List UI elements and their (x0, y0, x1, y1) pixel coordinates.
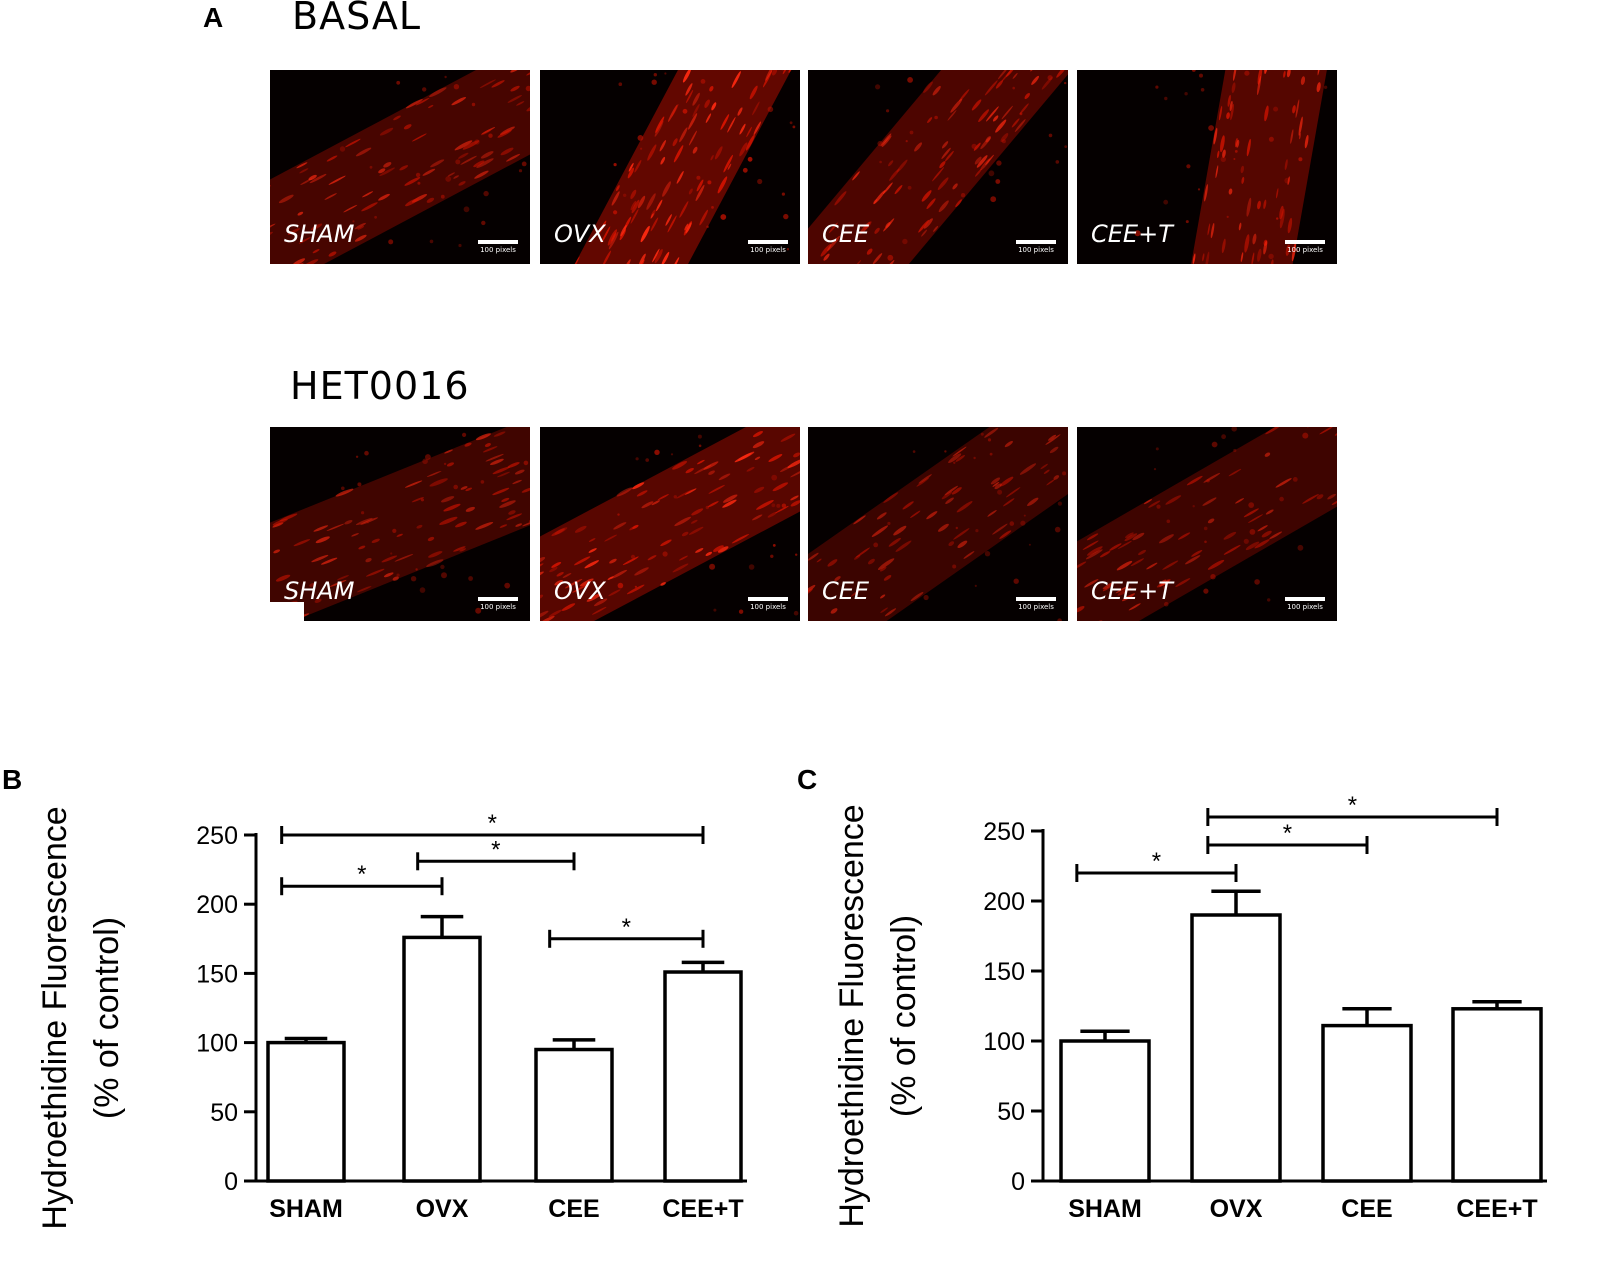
fluorescence-texture (270, 70, 530, 264)
y-tick-label: 100 (983, 1028, 1025, 1056)
scale-bar: 100 pixels (1016, 597, 1056, 611)
micrograph-label: CEE (822, 577, 870, 605)
scale-bar-line (478, 597, 518, 601)
scale-bar: 100 pixels (748, 597, 788, 611)
y-tick-label: 0 (224, 1168, 238, 1196)
micrograph-label: CEE (822, 220, 870, 248)
fluorescence-texture (270, 427, 530, 621)
scale-bar-line (1285, 597, 1325, 601)
fluorescence-texture (808, 70, 1068, 264)
bar (402, 935, 482, 1183)
fluorescence-texture (1077, 427, 1337, 621)
scale-bar-text: 100 pixels (1287, 246, 1323, 254)
category-label: SHAM (269, 1195, 343, 1223)
y-tick-label: 200 (983, 888, 1025, 916)
y-axis-label: Hydroethidine Fluorescence (36, 806, 74, 1229)
fluorescence-texture (808, 427, 1068, 621)
scale-bar-text: 100 pixels (750, 246, 786, 254)
y-tick-label: 250 (983, 818, 1025, 846)
row-title-het0016: HET0016 (290, 364, 470, 408)
micrograph-image: CEE+T 100 pixels (1077, 70, 1337, 264)
scale-bar-line (748, 240, 788, 244)
bar (1190, 913, 1282, 1183)
significance-star: * (488, 810, 497, 837)
scale-bar: 100 pixels (478, 240, 518, 254)
micrograph-image: OVX 100 pixels (540, 70, 800, 264)
significance-star: * (622, 914, 631, 941)
panel-letter-a: A (203, 2, 224, 33)
crop-mask (266, 602, 304, 624)
scale-bar-line (1285, 240, 1325, 244)
y-tick-label: 50 (997, 1098, 1025, 1126)
scale-bar-line (1016, 240, 1056, 244)
scale-bar-line (478, 240, 518, 244)
scale-bar: 100 pixels (1285, 597, 1325, 611)
category-label: CEE (1341, 1195, 1392, 1223)
scale-bar-text: 100 pixels (480, 603, 516, 611)
y-tick-label: 150 (983, 958, 1025, 986)
micrograph-label: SHAM (284, 577, 355, 605)
bar (534, 1047, 614, 1183)
scale-bar-text: 100 pixels (750, 603, 786, 611)
micrograph-label: SHAM (284, 220, 355, 248)
scale-bar-text: 100 pixels (480, 246, 516, 254)
y-tick-label: 250 (196, 822, 238, 850)
y-tick-label: 200 (196, 891, 238, 919)
micrograph-image: CEE+T 100 pixels (1077, 427, 1337, 621)
row-title-basal: BASAL (292, 0, 422, 38)
panel-letter-b: B (2, 764, 23, 795)
fluorescence-texture (1077, 70, 1337, 264)
panel-letter-c: C (797, 764, 818, 795)
significance-star: * (1283, 820, 1292, 847)
micrograph-label: CEE+T (1091, 577, 1173, 605)
significance-star: * (491, 836, 500, 863)
micrograph-image: SHAM 100 pixels (270, 427, 530, 621)
micrograph-image: CEE 100 pixels (808, 427, 1068, 621)
micrograph-image: OVX 100 pixels (540, 427, 800, 621)
scale-bar-text: 100 pixels (1018, 246, 1054, 254)
scale-bar-line (1016, 597, 1056, 601)
scale-bar: 100 pixels (1285, 240, 1325, 254)
category-label: CEE (548, 1195, 599, 1223)
fluorescence-texture (540, 70, 800, 264)
micrograph-image: SHAM 100 pixels (270, 70, 530, 264)
significance-star: * (1152, 848, 1161, 875)
significance-star: * (357, 861, 366, 888)
bar (1451, 1007, 1543, 1183)
micrograph-image: CEE 100 pixels (808, 70, 1068, 264)
significance-star: * (1348, 792, 1357, 819)
scale-bar: 100 pixels (1016, 240, 1056, 254)
micrograph-label: OVX (554, 220, 606, 248)
micrograph-label: OVX (554, 577, 606, 605)
category-label: OVX (416, 1195, 469, 1223)
bar (1059, 1039, 1151, 1183)
scale-bar-text: 100 pixels (1018, 603, 1054, 611)
y-axis-label-unit: (% of control) (88, 917, 126, 1119)
scale-bar-text: 100 pixels (1287, 603, 1323, 611)
bar (266, 1040, 346, 1183)
bar (663, 970, 743, 1183)
micrograph-label: CEE+T (1091, 220, 1173, 248)
category-label: OVX (1210, 1195, 1263, 1223)
bar-chart-c: 0 50 100 150 200 250 Hydroethidine Fluorescenc… (833, 792, 1547, 1228)
scale-bar: 100 pixels (478, 597, 518, 611)
y-tick-label: 150 (196, 960, 238, 988)
fluorescence-texture (540, 427, 800, 621)
y-tick-label: 0 (1011, 1168, 1025, 1196)
category-label: SHAM (1068, 1195, 1142, 1223)
scale-bar: 100 pixels (748, 240, 788, 254)
bar (1321, 1023, 1413, 1183)
y-axis-label-unit: (% of control) (885, 915, 923, 1117)
y-tick-label: 100 (196, 1030, 238, 1058)
scale-bar-line (748, 597, 788, 601)
bar-chart-b: 0 50 100 150 200 250 Hydroethidine Fluorescenc… (36, 806, 747, 1230)
y-tick-label: 50 (210, 1099, 238, 1127)
category-label: CEE+T (1456, 1195, 1537, 1223)
y-axis-label: Hydroethidine Fluorescence (833, 804, 871, 1227)
category-label: CEE+T (662, 1195, 743, 1223)
